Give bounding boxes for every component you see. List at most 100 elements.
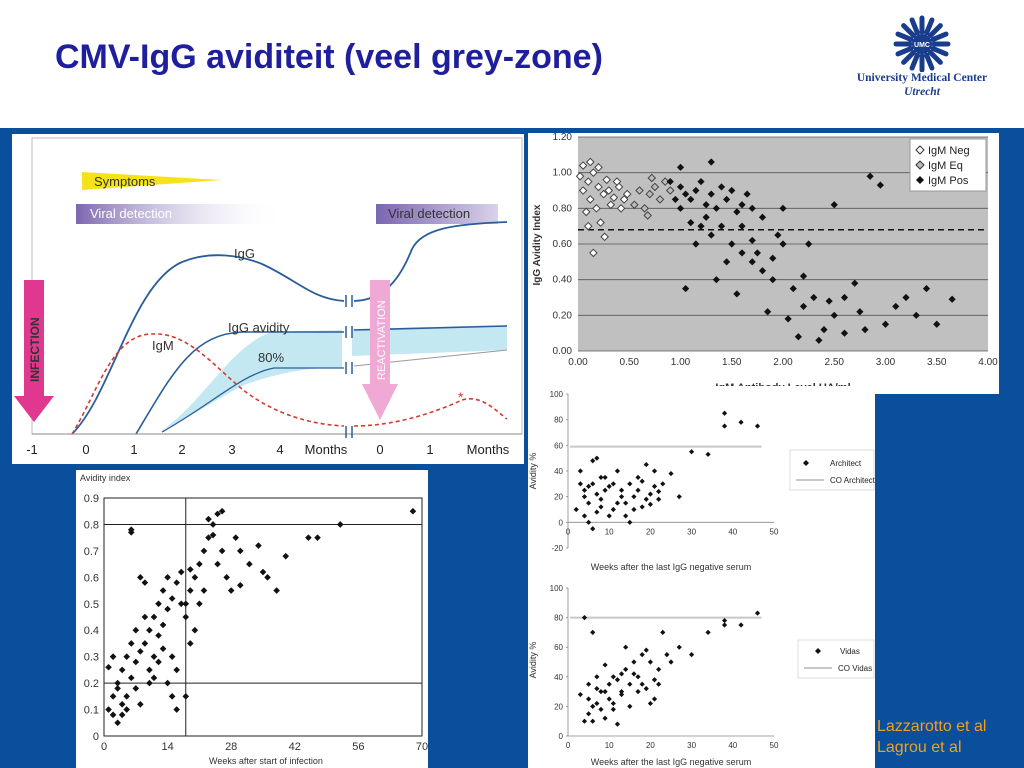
data-point: [721, 423, 728, 429]
data-point: [146, 666, 153, 674]
data-point: [631, 494, 637, 500]
y-tick-label: 40: [554, 467, 563, 476]
data-point: [209, 521, 217, 528]
data-point: [602, 487, 608, 493]
data-point: [590, 703, 596, 709]
data-point: [594, 182, 603, 192]
logo-ray: [901, 23, 917, 39]
avidity-weeks-chart: Avidity index Weeks after start of infec…: [80, 473, 428, 766]
data-point: [305, 534, 312, 541]
x-tick-label: 40: [728, 527, 737, 536]
data-point: [259, 568, 267, 576]
data-point: [227, 587, 235, 594]
data-point: [409, 507, 417, 515]
data-point: [645, 189, 655, 199]
data-point: [721, 410, 728, 416]
legend-eq: IgM Eq: [928, 160, 963, 172]
reactivation-arrow: REACTIVATION: [362, 280, 398, 420]
data-point: [581, 718, 588, 724]
data-point: [631, 506, 637, 513]
data-point: [109, 653, 117, 660]
y-tick-label: 0.6: [84, 572, 99, 584]
data-point: [689, 652, 695, 658]
data-point: [604, 186, 614, 195]
legend-vidas: Vidas: [840, 647, 860, 656]
data-point: [705, 451, 711, 457]
avidity-band-2: [352, 325, 507, 356]
data-point: [264, 574, 271, 581]
data-point: [586, 483, 592, 489]
data-point: [123, 693, 131, 700]
data-point: [650, 182, 660, 192]
data-point: [182, 693, 190, 700]
viral-detection-bar-2: [376, 204, 498, 224]
data-point: [150, 613, 158, 621]
legend-co-vidas: CO Vidas: [838, 664, 872, 673]
x-tick-label: 2.00: [773, 357, 793, 368]
data-point: [205, 515, 212, 523]
logo-ray: [924, 17, 935, 36]
data-point: [196, 600, 203, 608]
data-point: [707, 231, 715, 239]
logo-name: University Medical Center: [856, 72, 988, 84]
x-tick-label: 40: [728, 741, 737, 750]
data-point: [581, 207, 591, 217]
x-tick-label: 0: [566, 527, 571, 536]
x-tick-label: 3.00: [876, 357, 896, 368]
data-point: [581, 615, 588, 621]
logo-ray: [909, 52, 920, 71]
data-point: [606, 681, 612, 687]
data-point: [660, 629, 666, 635]
data-point: [627, 481, 633, 487]
x-tick-label: 0: [566, 741, 571, 750]
data-point: [578, 186, 588, 195]
data-point: [273, 587, 280, 594]
y-tick-label: 100: [550, 390, 564, 399]
data-point: [676, 163, 685, 171]
data-point: [623, 500, 629, 506]
igm-curve: [71, 333, 345, 435]
data-point: [676, 644, 682, 650]
data-point: [594, 163, 603, 172]
data-point: [610, 706, 616, 712]
x-tick-label: 4.00: [978, 357, 998, 368]
data-point: [114, 679, 121, 687]
data-point: [647, 501, 653, 507]
data-point: [164, 605, 171, 613]
data-point: [187, 640, 194, 647]
y-tick-label: 40: [554, 673, 563, 682]
x-tick-label: 10: [605, 527, 614, 536]
data-point: [614, 721, 621, 727]
y-tick-label: 0.3: [84, 652, 99, 664]
data-point: [583, 177, 593, 186]
diagram-x-tick: 4: [276, 442, 283, 457]
logo-ray: [930, 31, 949, 42]
data-point: [651, 696, 658, 702]
data-point: [881, 320, 890, 328]
y-tick-label: 0.00: [553, 346, 573, 357]
data-point: [109, 693, 117, 700]
data-point: [754, 610, 761, 616]
data-point: [668, 659, 674, 665]
legend-co-architect: CO Architect: [830, 476, 875, 485]
data-point: [697, 222, 705, 230]
data-point: [643, 496, 649, 502]
data-point: [159, 621, 167, 629]
data-point: [738, 249, 746, 257]
x-tick-label: 0.50: [620, 357, 640, 368]
y-tick-label: 0.40: [553, 275, 573, 286]
data-point: [182, 613, 190, 621]
tick-labels: 0 0.1 0.2 0.3 0.4 0.5 0.6 0.7 0.8 0.9 0 14 28 42 56 70: [84, 493, 428, 753]
igg-curve: [71, 254, 345, 435]
data-point: [721, 617, 728, 624]
data-point: [118, 700, 126, 708]
data-point: [602, 715, 608, 721]
logo-ray: [901, 49, 917, 65]
data-point: [118, 666, 126, 674]
data-point: [150, 653, 158, 660]
y-tick-label: 0.20: [553, 310, 573, 321]
data-point: [810, 293, 818, 302]
data-point: [594, 674, 600, 680]
data-point: [155, 632, 162, 639]
viral-detection-bar-1: [76, 204, 286, 224]
